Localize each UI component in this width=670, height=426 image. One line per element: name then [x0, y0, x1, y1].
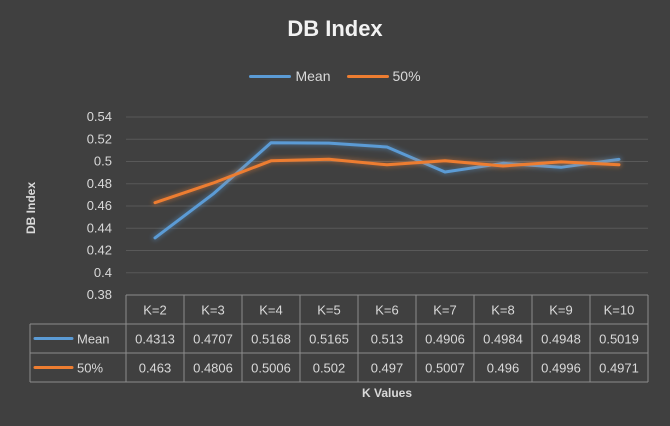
y-tick-label: 0.48 — [87, 176, 112, 191]
legend: Mean 50% — [0, 68, 670, 84]
data-table-cell: 0.5007 — [425, 361, 465, 376]
x-tick-label: K=2 — [143, 303, 167, 318]
legend-label-50pct: 50% — [392, 68, 421, 84]
x-tick-label: K=7 — [433, 303, 457, 318]
data-table-cell: 0.5006 — [251, 361, 291, 376]
data-table-cell: 0.496 — [487, 361, 520, 376]
y-tick-label: 0.54 — [87, 109, 112, 124]
data-table-cell: 0.5019 — [599, 332, 639, 347]
y-tick-label: 0.38 — [87, 287, 112, 302]
y-tick-label: 0.46 — [87, 198, 112, 213]
data-table-cell: 0.513 — [371, 332, 404, 347]
data-table-cell: 0.4984 — [483, 332, 523, 347]
series-line — [153, 141, 621, 240]
x-tick-label: K=6 — [375, 303, 399, 318]
data-table-cell: 0.502 — [313, 361, 346, 376]
data-table-cell: 0.5165 — [309, 332, 349, 347]
legend-item-50pct: 50% — [346, 68, 421, 84]
data-table-cell: 0.4996 — [541, 361, 581, 376]
y-tick-label: 0.44 — [87, 220, 112, 235]
legend-swatch-mean — [249, 74, 292, 78]
y-tick-label: 0.42 — [87, 243, 112, 258]
y-tick-label: 0.4 — [94, 265, 112, 280]
x-tick-label: K=3 — [201, 303, 225, 318]
data-table-cell: 0.4948 — [541, 332, 581, 347]
series-line-glow — [152, 139, 622, 241]
x-tick-label: K=5 — [317, 303, 341, 318]
legend-item-mean: Mean — [249, 68, 331, 84]
y-tick-label: 0.52 — [87, 131, 112, 146]
table-series-name: 50% — [77, 361, 103, 376]
x-tick-label: K=4 — [259, 303, 283, 318]
legend-label-mean: Mean — [295, 68, 331, 84]
chart-title: DB Index — [287, 16, 383, 41]
table-series-name: Mean — [77, 332, 110, 347]
data-table-cell: 0.463 — [139, 361, 172, 376]
x-tick-label: K=8 — [491, 303, 515, 318]
data-table-cell: 0.4971 — [599, 361, 639, 376]
data-table-cell: 0.4707 — [193, 332, 233, 347]
y-tick-label: 0.5 — [94, 154, 112, 169]
data-table-cell: 0.4806 — [193, 361, 233, 376]
x-tick-label: K=10 — [604, 303, 635, 318]
data-table-cell: 0.4313 — [135, 332, 175, 347]
data-table-cell: 0.497 — [371, 361, 404, 376]
legend-swatch-50pct — [346, 74, 389, 78]
x-axis-title: K Values — [361, 386, 413, 400]
x-tick-label: K=9 — [549, 303, 573, 318]
data-table-cell: 0.5168 — [251, 332, 291, 347]
data-table-cell: 0.4906 — [425, 332, 465, 347]
